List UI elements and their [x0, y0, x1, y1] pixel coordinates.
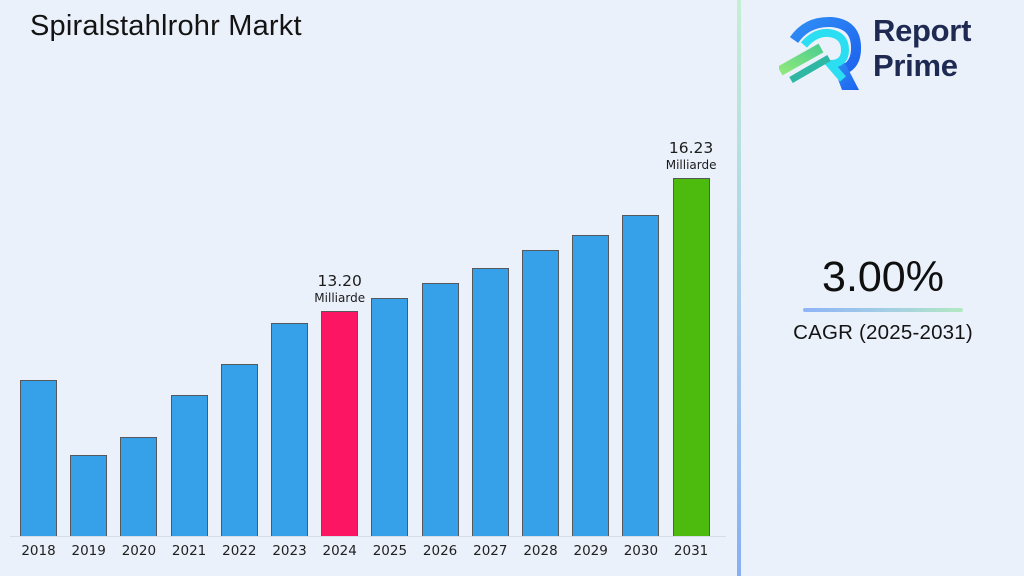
x-tick-2031: 2031 [673, 543, 709, 559]
bar-2022 [220, 364, 258, 536]
bar-2030 [622, 215, 660, 536]
bar-2021 [170, 395, 208, 536]
bar-2020 [120, 437, 158, 536]
x-axis-baseline [10, 536, 726, 537]
bar-2023 [271, 323, 308, 536]
page-title: Spiralstahlrohr Markt [30, 10, 302, 42]
x-tick-2026: 2026 [422, 543, 458, 559]
value-unit-2024: Milliarde [314, 291, 366, 306]
cagr-value: 3.00% [822, 253, 944, 301]
x-tick-2019: 2019 [71, 543, 106, 559]
x-tick-2020: 2020 [121, 543, 157, 559]
bar-2025 [371, 298, 409, 536]
bar-2027 [471, 268, 509, 536]
report-prime-logo: Report Prime [779, 8, 1019, 94]
cagr-label: CAGR (2025-2031) [793, 321, 973, 345]
x-tick-2029: 2029 [573, 543, 608, 559]
bar-2019 [70, 455, 108, 536]
logo-word-prime: Prime [873, 48, 958, 83]
x-tick-2023: 2023 [272, 543, 307, 559]
cagr-callout: 3.00% CAGR (2025-2031) [758, 253, 1008, 345]
value-number-2024: 13.20 [317, 272, 362, 291]
x-tick-2022: 2022 [222, 543, 257, 559]
logo-word-report: Report [873, 13, 972, 48]
x-tick-2024: 2024 [322, 543, 357, 559]
value-unit-2031: Milliarde [665, 158, 717, 173]
bar-2024 [321, 311, 359, 536]
x-tick-2027: 2027 [473, 543, 508, 559]
bar-2018 [20, 380, 57, 536]
value-label-2031: 16.23 Milliarde [666, 140, 717, 173]
report-prime-wordmark: Report Prime [873, 13, 971, 83]
panel-divider [737, 0, 741, 576]
x-tick-2028: 2028 [523, 543, 558, 559]
x-tick-2025: 2025 [372, 543, 408, 559]
bar-2026 [421, 283, 459, 536]
bar-2031 [672, 178, 710, 536]
bar-chart: 2018 2019 2020 2021 2022 2023 2024 13.20 Milliar… [10, 140, 726, 559]
x-tick-2021: 2021 [171, 543, 207, 559]
bar-2029 [572, 235, 610, 536]
x-tick-2018: 2018 [21, 543, 56, 559]
value-number-2031: 16.23 [668, 139, 714, 158]
report-prime-logo-icon [779, 16, 861, 90]
x-tick-2030: 2030 [623, 543, 659, 559]
value-label-2024: 13.20 Milliarde [314, 273, 365, 306]
cagr-underline [803, 308, 963, 313]
bar-2028 [522, 250, 559, 536]
